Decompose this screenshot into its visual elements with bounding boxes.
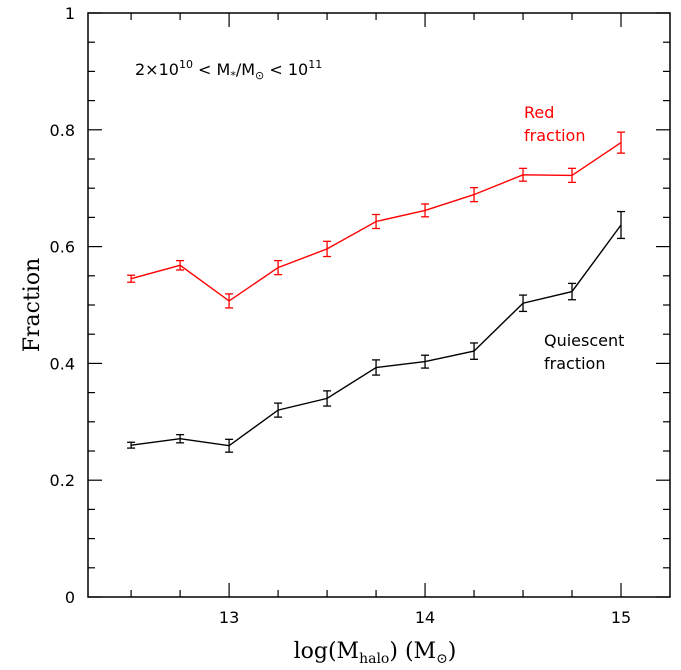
red-label-line1: Red: [524, 103, 554, 122]
quiescent-label-line2: fraction: [544, 354, 605, 373]
tick-labels: 13 14 15 0 0.2 0.4 0.6 0.8 1: [50, 4, 632, 627]
x-tick-label: 15: [611, 608, 631, 627]
y-axis-title: Fraction: [20, 258, 45, 353]
ticks: [88, 12, 670, 598]
y-tick-label: 1: [65, 4, 75, 23]
y-tick-label: 0.8: [50, 121, 75, 140]
y-tick-label: 0.6: [50, 238, 75, 257]
x-axis-title: log(Mhalo) (M⊙): [294, 639, 457, 667]
y-tick-label: 0: [65, 588, 75, 607]
x-tick-label: 13: [219, 608, 239, 627]
red-label-line2: fraction: [524, 126, 585, 145]
quiescent-label-line1: Quiescent: [544, 331, 624, 350]
y-tick-label: 0.2: [50, 471, 75, 490]
plot-frame: [87, 12, 671, 598]
y-tick-label: 0.4: [50, 354, 75, 373]
series-layer: [127, 131, 626, 453]
x-tick-label: 14: [415, 608, 435, 627]
panel-label: 2×1010 < M*/M⊙ < 1011: [135, 58, 322, 82]
